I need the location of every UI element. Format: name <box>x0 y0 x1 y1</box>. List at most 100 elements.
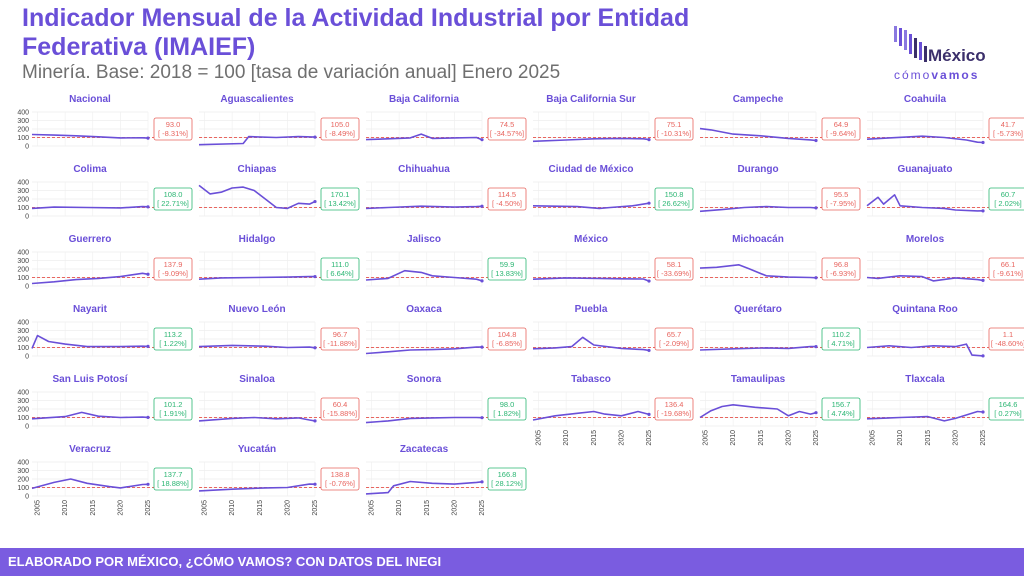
last-point <box>146 344 150 348</box>
panel-title: Guerrero <box>69 234 112 245</box>
value-label: 166.8 <box>498 470 517 479</box>
value-label-box <box>654 187 694 211</box>
x-tick-label: 2010 <box>730 430 737 446</box>
y-tick-label: 300 <box>17 118 29 125</box>
last-point <box>480 480 484 484</box>
change-label: [ -7.95%] <box>826 199 856 208</box>
value-label-box <box>988 397 1024 421</box>
value-label-box <box>487 257 527 281</box>
y-tick-label: 0 <box>25 144 29 151</box>
change-label: [ -2.09%] <box>659 339 689 348</box>
change-label: [ 4.74%] <box>827 409 855 418</box>
change-label: [ 13.42%] <box>324 199 356 208</box>
y-tick-label: 100 <box>17 135 29 142</box>
x-tick-label: 2005 <box>703 430 710 446</box>
change-label: [ 18.88%] <box>157 479 189 488</box>
series-line <box>31 334 149 349</box>
panel: Baja California Sur 75.1[ -10.31%] <box>532 94 694 147</box>
page-subtitle: Minería. Base: 2018 = 100 [tasa de varia… <box>22 62 561 83</box>
series-line <box>532 137 650 143</box>
panel-title: Zacatecas <box>400 444 449 455</box>
y-tick-label: 300 <box>17 398 29 405</box>
value-label-box <box>821 187 861 211</box>
y-tick-label: 400 <box>17 460 29 467</box>
value-label: 96.7 <box>333 330 348 339</box>
x-tick-label: 2025 <box>479 500 486 516</box>
value-label-box <box>821 327 861 351</box>
last-point <box>480 138 484 142</box>
value-label-box <box>821 117 861 141</box>
change-label: [ -48.60%] <box>991 339 1024 348</box>
last-point <box>981 410 985 414</box>
x-tick-label: 2015 <box>257 500 264 516</box>
value-label-box <box>153 327 193 351</box>
x-tick-label: 2025 <box>813 430 820 446</box>
value-label: 64.9 <box>834 120 849 129</box>
value-label: 114.5 <box>498 190 516 199</box>
last-point <box>313 135 317 139</box>
last-point <box>313 419 317 423</box>
panel: Baja California 74.5[ -34.57%] <box>365 94 527 147</box>
change-label: [ -34.57%] <box>490 129 524 138</box>
series-line <box>532 277 650 282</box>
change-label: [ -6.85%] <box>492 339 522 348</box>
value-label-box <box>487 467 527 491</box>
last-point <box>480 204 484 208</box>
panel: Quintana Roo 1.1[ -48.60%] <box>866 304 1024 358</box>
last-point <box>313 346 317 350</box>
panel-title: Nacional <box>69 94 111 105</box>
logo-brand: México <box>928 46 986 65</box>
panel: Campeche 64.9[ -9.64%] <box>699 94 861 147</box>
y-tick-label: 400 <box>17 320 29 327</box>
y-tick-label: 200 <box>17 477 29 484</box>
series-line <box>866 410 984 422</box>
value-label: 66.1 <box>1001 260 1016 269</box>
y-tick-label: 0 <box>25 424 29 431</box>
change-label: [ -33.69%] <box>657 269 691 278</box>
panel-title: Quintana Roo <box>892 304 958 315</box>
panel-title: Tabasco <box>571 374 611 385</box>
series-line <box>365 416 483 424</box>
value-label-box <box>153 397 193 421</box>
x-tick-label: 2005 <box>369 500 376 516</box>
panel: Tlaxcala 164.6[ 0.27%] 2005 2010 2015 2020 202… <box>866 374 1024 446</box>
panel: Zacatecas 166.8[ 28.12%] 2005 2010 2015 2020 2… <box>365 444 527 516</box>
value-label-box <box>487 187 527 211</box>
change-label: [ -19.68%] <box>657 409 691 418</box>
change-label: [ -9.64%] <box>826 129 856 138</box>
logo-tag-bold: vamos <box>931 68 980 82</box>
x-tick-label: 2005 <box>536 430 543 446</box>
change-label: [ -11.88%] <box>323 339 357 348</box>
value-label: 65.7 <box>667 330 682 339</box>
x-tick-label: 2010 <box>396 500 403 516</box>
value-label: 59.9 <box>500 260 515 269</box>
value-label-box <box>320 467 360 491</box>
x-tick-label: 2025 <box>980 430 987 446</box>
panel: Tamaulipas 156.7[ 4.74%] 2005 2010 2015 2020 2… <box>699 374 861 446</box>
y-tick-label: 400 <box>17 250 29 257</box>
change-label: [ -5.73%] <box>993 129 1023 138</box>
panel-title: México <box>574 234 608 245</box>
y-tick-label: 100 <box>17 415 29 422</box>
footer-credit: ELABORADO POR MÉXICO, ¿CÓMO VAMOS? CON D… <box>8 554 442 569</box>
page-title: Indicador Mensual de la Actividad Indust… <box>22 4 690 61</box>
x-tick-label: 2020 <box>284 500 291 516</box>
value-label: 98.0 <box>500 400 515 409</box>
last-point <box>313 482 317 486</box>
value-label: 156.7 <box>832 400 851 409</box>
panel-title: Hidalgo <box>239 234 276 245</box>
series-line <box>198 483 316 492</box>
panel-title: Aguascalientes <box>220 94 294 105</box>
value-label: 58.1 <box>667 260 682 269</box>
mexico-como-vamos-logo: México cómovamos <box>890 24 1010 84</box>
value-label: 164.6 <box>999 400 1018 409</box>
y-tick-label: 0 <box>25 214 29 221</box>
y-tick-label: 300 <box>17 328 29 335</box>
panel-title: Yucatán <box>238 444 276 455</box>
last-point <box>647 279 651 283</box>
panel: Guanajuato 60.7[ 2.02%] <box>866 164 1024 217</box>
panel: Morelos 66.1[ -9.61%] <box>866 234 1024 287</box>
x-tick-label: 2015 <box>591 430 598 446</box>
